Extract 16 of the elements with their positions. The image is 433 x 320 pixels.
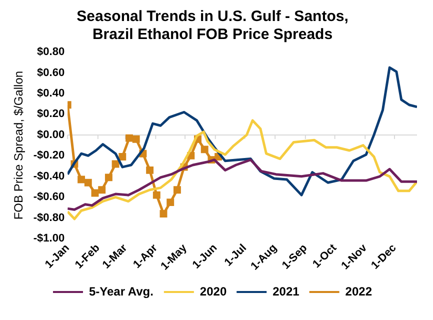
y-tick-label: $0.60 xyxy=(37,66,65,79)
y-tick-label: $0.20 xyxy=(37,108,65,120)
chart-title: Seasonal Trends in U.S. Gulf - Santos, Brazil Ethanol FOB Price Spreads xyxy=(76,8,348,44)
y-tick-label: -$0.80 xyxy=(33,212,65,224)
y-tick-label: $0.40 xyxy=(37,88,65,100)
y-tick-label: $0.00 xyxy=(37,128,65,141)
legend-label: 2020 xyxy=(200,284,227,298)
legend-label: 5-Year Avg. xyxy=(88,284,154,298)
y-tick-label: -$1.00 xyxy=(33,232,65,245)
y-tick-label: -$0.40 xyxy=(33,170,65,182)
y-tick-label: -$0.20 xyxy=(33,150,65,162)
legend-label: 2022 xyxy=(345,284,372,298)
y-tick-label: -$0.60 xyxy=(33,191,65,204)
y-axis-title: FOB Price Spread, $/Gallon xyxy=(12,70,26,220)
legend-label: 2021 xyxy=(272,284,300,298)
y-tick-label: $0.80 xyxy=(37,46,65,58)
